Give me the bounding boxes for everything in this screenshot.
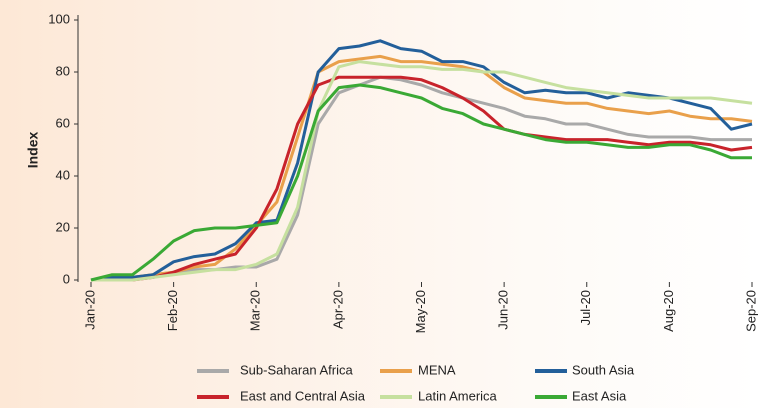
y-tick-label: 0 [63, 271, 70, 286]
x-tick-label: Sep-20 [743, 290, 758, 332]
legend-label: South Asia [572, 362, 635, 377]
series-line [91, 75, 753, 282]
y-axis-label: Index [25, 132, 41, 169]
legend-label: Sub-Saharan Africa [240, 362, 354, 377]
legend-label: East and Central Asia [240, 388, 366, 403]
series-line [91, 75, 752, 282]
y-tick-label: 60 [56, 115, 70, 130]
legend-label: East Asia [572, 388, 627, 403]
series-line [91, 54, 753, 282]
series-line [91, 60, 753, 282]
y-tick-label: 80 [56, 63, 70, 78]
x-tick-label: May-20 [413, 290, 428, 333]
legend-label: MENA [418, 362, 456, 377]
series-line [90, 83, 752, 282]
legend-label: Latin America [418, 388, 498, 403]
series-line [90, 39, 753, 282]
x-tick-label: Jan-20 [82, 290, 97, 330]
y-tick-label: 20 [56, 219, 70, 234]
x-tick-label: Aug-20 [661, 290, 676, 332]
y-tick-label: 40 [56, 167, 70, 182]
x-tick-label: Feb-20 [165, 290, 180, 331]
x-tick-label: Jun-20 [496, 290, 511, 330]
x-tick-label: Apr-20 [330, 290, 345, 329]
x-tick-label: Jul-20 [578, 290, 593, 325]
y-tick-label: 100 [48, 11, 70, 26]
x-tick-label: Mar-20 [248, 290, 263, 331]
